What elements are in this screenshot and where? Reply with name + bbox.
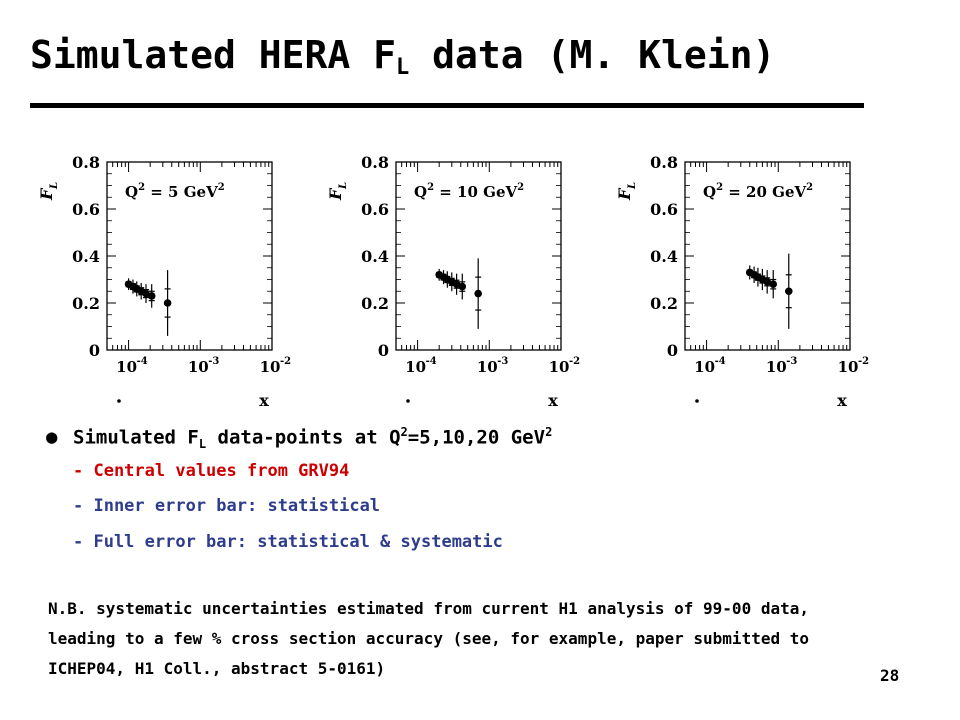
y-tick-label: 0.6 <box>650 200 678 219</box>
y-tick-label: 0.2 <box>650 294 678 313</box>
y-tick-label: 0.4 <box>361 247 389 266</box>
x-tick-exponent: -4 <box>137 356 148 367</box>
main-bullet: ● Simulated FL data-points at Q2=5,10,20 … <box>46 425 552 455</box>
y-tick-label: 0.6 <box>361 200 389 219</box>
bullet-list: ● Simulated FL data-points at Q2=5,10,20 … <box>46 425 552 455</box>
data-point <box>458 282 467 291</box>
sub-bullet-inner-error: - Inner error bar: statistical <box>73 496 381 516</box>
x-tick-label: 10 <box>116 358 137 376</box>
y-tick-label: 0 <box>89 341 100 360</box>
bullet-sup-2b: 2 <box>545 425 553 439</box>
sub-bullet-full-error: - Full error bar: statistical & systemat… <box>73 532 503 552</box>
x-tick-exponent: -3 <box>208 356 219 367</box>
x-tick-exponent: -4 <box>715 356 726 367</box>
y-tick-label: 0.2 <box>72 294 100 313</box>
slide-title: Simulated HERA FL data (M. Klein) <box>30 36 775 79</box>
y-axis-title-subscript: L <box>338 182 349 190</box>
y-axis-title-subscript: L <box>627 182 638 190</box>
bullet-prefix: Simulated F <box>73 426 199 449</box>
y-tick-label: 0 <box>378 341 389 360</box>
data-point <box>147 292 156 300</box>
x-axis-title: x <box>548 391 558 410</box>
data-point <box>142 289 150 298</box>
y-tick-label: 0.8 <box>361 153 389 172</box>
x-tick-label: 10 <box>405 358 426 376</box>
data-point <box>163 299 172 307</box>
x-tick-label: 10 <box>549 358 570 376</box>
x-tick-exponent: -4 <box>426 356 437 367</box>
x-axis-dot <box>406 399 410 403</box>
title-underline <box>30 103 864 108</box>
title-subscript: L <box>396 55 410 80</box>
x-tick-exponent: -3 <box>786 356 797 367</box>
y-tick-label: 0.8 <box>72 153 100 172</box>
x-axis-title: x <box>837 391 847 410</box>
y-axis-title: F <box>615 187 634 201</box>
x-axis-dot <box>695 399 699 403</box>
x-tick-label: 10 <box>838 358 859 376</box>
x-tick-label: 10 <box>188 358 209 376</box>
data-point <box>474 289 482 298</box>
y-tick-label: 0.8 <box>650 153 678 172</box>
page-number: 28 <box>880 666 900 685</box>
q2-annotation: Q2 = 5 GeV2 <box>125 182 225 201</box>
y-axis-title-subscript: L <box>49 182 60 190</box>
bullet-values: =5,10,20 GeV <box>407 426 546 449</box>
y-tick-label: 0 <box>667 341 678 360</box>
x-tick-exponent: -2 <box>569 356 580 367</box>
x-tick-label: 10 <box>694 358 715 376</box>
nb-note: N.B. systematic uncertainties estimated … <box>48 599 809 678</box>
y-tick-label: 0.6 <box>72 200 100 219</box>
y-tick-label: 0.4 <box>72 247 100 266</box>
x-tick-label: 10 <box>477 358 498 376</box>
x-axis-dot <box>117 399 121 403</box>
data-point <box>763 278 771 286</box>
title-tail: data (M. Klein) <box>409 33 776 77</box>
x-tick-label: 10 <box>260 358 281 376</box>
title-main: Simulated HERA F <box>30 33 397 77</box>
bullet-dot-icon: ● <box>46 426 58 449</box>
y-axis-title: F <box>326 187 345 201</box>
x-tick-exponent: -2 <box>858 356 869 367</box>
q2-annotation: Q2 = 20 GeV2 <box>703 182 813 201</box>
x-tick-exponent: -3 <box>497 356 508 367</box>
y-axis-title: F <box>37 187 56 201</box>
x-tick-exponent: -2 <box>280 356 291 367</box>
x-tick-label: 10 <box>766 358 787 376</box>
bullet-mid: data-points at Q <box>206 426 401 449</box>
y-tick-label: 0.2 <box>361 294 389 313</box>
data-point <box>784 287 793 296</box>
bullet-sub-l: L <box>198 437 207 452</box>
data-point <box>452 280 461 288</box>
y-tick-label: 0.4 <box>650 247 678 266</box>
x-axis-title: x <box>259 391 269 410</box>
bullet-sup-2: 2 <box>400 425 408 439</box>
sub-bullet-central-values: - Central values from GRV94 <box>73 461 350 481</box>
data-point <box>769 280 778 288</box>
q2-annotation: Q2 = 10 GeV2 <box>414 182 524 201</box>
